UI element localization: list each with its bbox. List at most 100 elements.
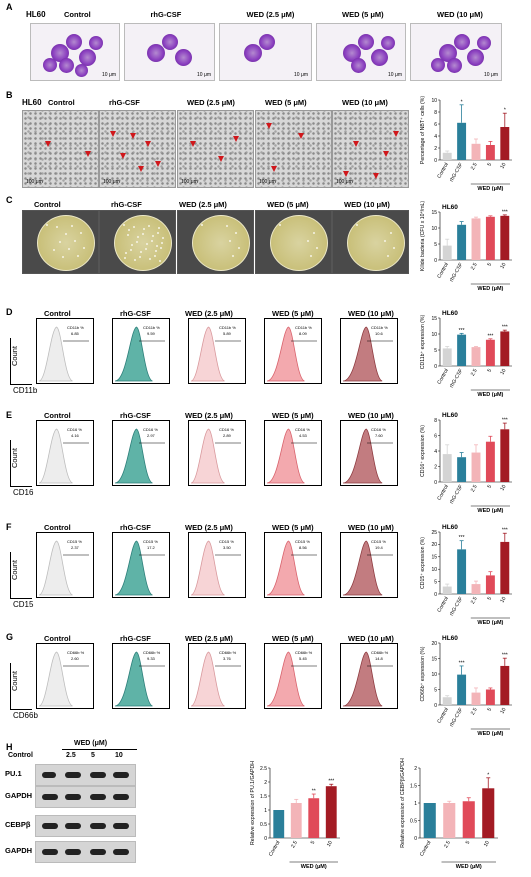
histogram-plot: [38, 326, 89, 382]
y-axis-label: CD15⁺ expression (%): [420, 537, 426, 589]
stained-cell: [51, 44, 69, 62]
gate-value: 5.45: [299, 656, 307, 661]
wb-row-label: CEBPβ: [5, 820, 31, 829]
y-tick-label: 1: [414, 801, 417, 807]
histogram-plot: [114, 651, 165, 707]
significance-mark: ***: [459, 660, 465, 666]
colony: [384, 240, 386, 242]
y-tick-label: 15: [431, 656, 437, 662]
significance-mark: ***: [328, 779, 334, 785]
gate-value: 3.50: [223, 545, 231, 550]
x-tick-label: rhG-CSF: [449, 162, 465, 183]
scale-bar-b: 100 μm: [336, 179, 353, 185]
x-tick-label: 10: [499, 707, 507, 715]
y-tick-label: 15: [431, 555, 437, 561]
gate-value: 8.09: [299, 331, 307, 336]
wb-blot-strip: [35, 841, 136, 863]
chart-title: HL60: [442, 524, 458, 531]
gate-name: CD11b %: [371, 325, 388, 330]
bar: [457, 224, 467, 260]
marker-label: CD16: [13, 488, 34, 497]
flow-histogram: CD66b % 3.76: [188, 643, 246, 709]
gate-value: 9.33: [147, 656, 155, 661]
colony: [77, 255, 79, 257]
flow-histogram: CD16 % 2.97: [112, 420, 170, 486]
y-tick-label: 5: [434, 579, 437, 585]
gate-name: CD66b %: [143, 650, 161, 655]
scale-bar-a: 10 μm: [388, 72, 402, 78]
y-tick-label: 2.5: [260, 766, 267, 772]
wb-row-label: GAPDH: [5, 791, 33, 800]
bacteria-plate: [177, 210, 254, 274]
panel-label-a: A: [6, 2, 13, 12]
axis-arrow-h: [10, 384, 32, 385]
colony: [71, 225, 73, 227]
flow-title: rhG-CSF: [120, 309, 151, 318]
wb-blot-strip: [35, 815, 136, 837]
x-tick-label: 5: [486, 162, 493, 168]
bar: [457, 674, 467, 705]
stained-cell: [358, 34, 374, 50]
x-tick-label: rhG-CSF: [449, 707, 465, 728]
nbt-positive-arrow: [353, 141, 359, 147]
flow-title: WED (10 μM): [348, 309, 394, 318]
wb-blot-strip: [35, 786, 136, 808]
flow-histogram: CD11b % 5.89: [188, 318, 246, 384]
wed-group-label: WED (μM): [477, 620, 503, 626]
bacteria-plate: [99, 210, 176, 274]
stained-cell: [447, 58, 462, 73]
row-b-title: WED (10 μM): [342, 98, 388, 107]
bar: [273, 810, 285, 838]
nbt-positive-arrow: [393, 131, 399, 137]
colony: [74, 240, 76, 242]
nbt-positive-arrow: [190, 141, 196, 147]
y-tick-label: 1.5: [260, 794, 267, 800]
petri-dish: [347, 215, 405, 271]
axis-arrow-v: [10, 338, 11, 384]
significance-mark: ***: [487, 333, 493, 339]
wb-band: [42, 823, 58, 829]
y-tick-label: 4: [434, 134, 437, 140]
histogram-plot: [38, 651, 89, 707]
gate-name: CD16 %: [143, 427, 158, 432]
marker-label: CD15: [13, 600, 34, 609]
nbt-positive-arrow: [45, 141, 51, 147]
axis-arrow-v: [10, 552, 11, 598]
gate-name: CD11b %: [219, 325, 236, 330]
colony: [387, 255, 389, 257]
y-tick-label: 5: [434, 348, 437, 354]
colony: [226, 225, 228, 227]
y-tick-label: 2: [264, 780, 267, 786]
histogram-plot: [190, 428, 241, 484]
x-tick-label: 5: [465, 840, 472, 846]
axis-arrow-h: [10, 709, 32, 710]
colony: [160, 247, 162, 249]
nbt-positive-arrow: [85, 151, 91, 157]
panel-label-c: C: [6, 195, 13, 205]
x-tick-label: 10: [499, 162, 507, 170]
colony: [128, 229, 130, 231]
y-axis-label: CD11b⁺ expression (%): [420, 314, 426, 369]
colony: [158, 227, 160, 229]
flow-histogram: CD11b % 6.85: [36, 318, 94, 384]
bar: [442, 348, 452, 366]
row-a-title: WED (2.5 μM): [246, 10, 295, 19]
nbt-positive-arrow: [266, 123, 272, 129]
wb-band: [65, 823, 81, 829]
histogram-peak: [114, 540, 153, 596]
colony: [136, 241, 138, 243]
count-axis-label: Count: [10, 345, 19, 366]
nbt-positive-arrow: [130, 133, 136, 139]
flow-title: WED (5 μM): [272, 411, 314, 420]
nbt-positive-arrow: [233, 136, 239, 142]
wb-lane-label: 2.5: [66, 752, 76, 759]
nbt-positive-arrow: [138, 166, 144, 172]
y-tick-label: 10: [431, 226, 437, 232]
panel-label-h: H: [6, 742, 13, 752]
flow-title: WED (10 μM): [348, 411, 394, 420]
y-tick-label: 0: [434, 158, 437, 164]
y-axis-label: CD16⁺ expression (%): [420, 425, 426, 477]
bar: [442, 586, 452, 594]
row-c-title: Control: [34, 200, 61, 209]
histogram-peak: [266, 428, 305, 484]
